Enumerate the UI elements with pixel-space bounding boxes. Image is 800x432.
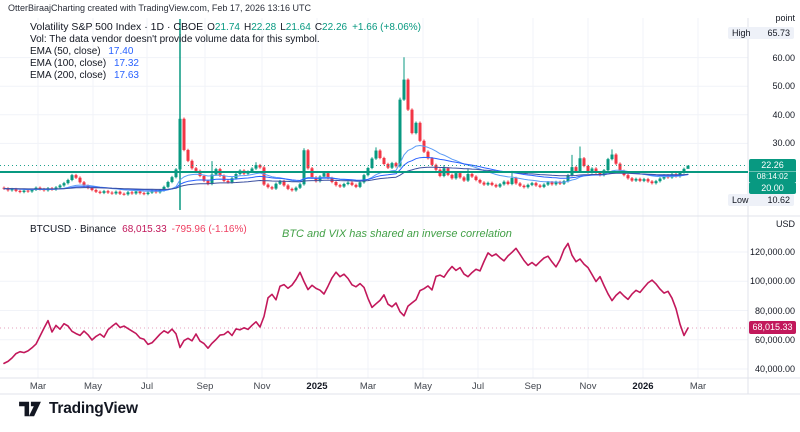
range-low-chip: Low 10.62: [728, 194, 794, 206]
price-tick[interactable]: 60.00: [772, 52, 795, 63]
vix-last-price-badge: 22.26: [749, 159, 796, 171]
ema-200-row[interactable]: EMA (200, close) 17.63: [30, 70, 421, 82]
high-label: H: [243, 22, 252, 33]
price-tick[interactable]: 100,000.00: [749, 276, 795, 287]
price-tick[interactable]: 40.00: [772, 109, 795, 120]
change-value: +1.66 (+8.06%): [352, 22, 422, 33]
tradingview-logo[interactable]: TradingView: [18, 399, 138, 419]
time-axis-label[interactable]: Nov: [253, 381, 271, 392]
price-tick[interactable]: 40,000.00: [754, 364, 795, 374]
time-axis-label[interactable]: Mar: [359, 381, 377, 392]
vix-symbol-row[interactable]: Volatility S&P 500 Index · 1D · CBOE O21.…: [30, 20, 421, 34]
vix-symbol-title[interactable]: Volatility S&P 500 Index · 1D · CBOE: [30, 21, 204, 33]
price-tick[interactable]: 120,000.00: [749, 247, 795, 257]
range-high-label: High: [732, 28, 751, 38]
range-low-label: Low: [732, 195, 749, 205]
time-axis-label[interactable]: Sep: [196, 381, 214, 392]
horizontal-line-price-badge: 20.00: [749, 182, 796, 194]
btc-legend: BTCUSD · Binance 68,015.33 -795.96 (-1.16%…: [30, 222, 247, 236]
price-tick[interactable]: 50.00: [772, 81, 795, 92]
time-axis-label[interactable]: Mar: [29, 381, 47, 392]
btc-change: -795.96 (-1.16%): [171, 224, 247, 235]
ema-50-value: 17.40: [108, 46, 134, 57]
time-axis-label[interactable]: Jul: [140, 381, 154, 392]
chart-canvas[interactable]: [0, 0, 800, 396]
ema-100-label: EMA (100, close): [30, 58, 107, 69]
ema-50-label: EMA (50, close): [30, 46, 101, 57]
range-high-chip: High 65.73: [728, 27, 794, 39]
ema-50-row[interactable]: EMA (50, close) 17.40: [30, 46, 421, 58]
btc-last-price: 68,015.33: [122, 224, 167, 235]
price-tick[interactable]: 60,000.00: [754, 334, 795, 345]
vix-legend: Volatility S&P 500 Index · 1D · CBOE O21.…: [30, 20, 421, 82]
low-value: 21.64: [285, 22, 311, 33]
open-label: O: [207, 22, 215, 33]
btc-axis-unit[interactable]: USD: [775, 219, 795, 229]
high-value: 22.28: [251, 22, 277, 33]
close-value: 22.26: [322, 22, 348, 33]
time-axis-label[interactable]: 2025: [306, 381, 328, 392]
price-tick[interactable]: 80,000.00: [754, 305, 795, 316]
ema-100-row[interactable]: EMA (100, close) 17.32: [30, 58, 421, 70]
ema-200-label: EMA (200, close): [30, 70, 107, 81]
btc-last-price-badge: 68,015.33: [749, 321, 796, 334]
time-axis-label[interactable]: Sep: [524, 381, 542, 392]
range-high-value: 65.73: [767, 28, 790, 38]
price-tick[interactable]: 30.00: [772, 138, 795, 149]
text-annotation[interactable]: BTC and VIX has shared an inverse correl…: [282, 228, 512, 240]
time-axis-label[interactable]: Mar: [689, 381, 707, 392]
ema-200-value: 17.63: [113, 70, 139, 81]
volume-note[interactable]: Vol: The data vendor doesn't provide vol…: [30, 34, 320, 45]
tradingview-logo-icon: [19, 401, 41, 417]
ema-100-value: 17.32: [113, 58, 139, 69]
range-low-value: 10.62: [767, 195, 790, 205]
chart-attribution-text: OtterBiraajCharting created with Trading…: [8, 3, 311, 13]
btc-symbol-title[interactable]: BTCUSD · Binance: [30, 224, 117, 235]
close-label: C: [314, 22, 323, 33]
time-axis-label[interactable]: May: [414, 381, 432, 392]
time-axis-label[interactable]: Jul: [471, 381, 485, 392]
vix-axis-unit[interactable]: point: [775, 13, 795, 23]
bar-countdown-badge: 08:14:02: [749, 171, 796, 182]
tradingview-logo-text: TradingView: [49, 400, 138, 417]
btc-symbol-row[interactable]: BTCUSD · Binance 68,015.33 -795.96 (-1.16%…: [30, 222, 247, 236]
time-axis-label[interactable]: May: [84, 381, 102, 392]
time-axis-label[interactable]: 2026: [632, 381, 654, 392]
time-axis-label[interactable]: Nov: [579, 381, 597, 392]
low-label: L: [280, 22, 286, 33]
open-value: 21.74: [214, 22, 240, 33]
